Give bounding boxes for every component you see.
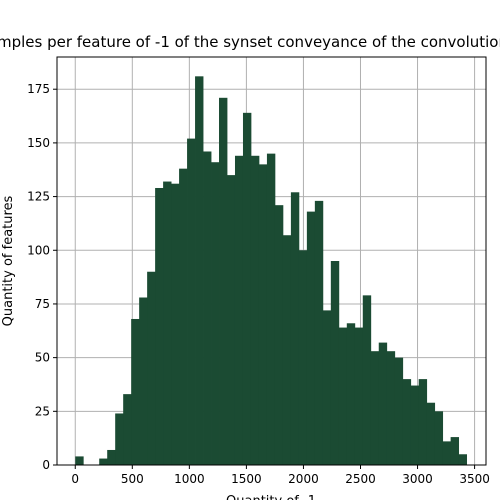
histogram-bar bbox=[163, 181, 172, 465]
histogram-bar bbox=[266, 153, 276, 465]
histogram-bar bbox=[434, 411, 444, 465]
x-tick-label: 3500 bbox=[459, 472, 490, 486]
histogram-bar bbox=[282, 235, 292, 465]
histogram-bar bbox=[234, 155, 244, 466]
histogram-bar bbox=[306, 211, 316, 465]
x-axis-label: Quantity of -1 bbox=[226, 494, 316, 500]
plot-frame bbox=[56, 56, 487, 466]
histogram-bar bbox=[195, 76, 204, 465]
histogram-bar bbox=[123, 394, 132, 465]
y-tick-label: 75 bbox=[35, 297, 50, 311]
histogram-bar bbox=[394, 357, 404, 465]
histogram-bar bbox=[322, 310, 332, 465]
y-tick-label: 50 bbox=[35, 351, 50, 365]
histogram-bar bbox=[442, 441, 452, 465]
histogram-bar bbox=[171, 183, 180, 465]
histogram-bar bbox=[99, 458, 108, 465]
histogram-bar bbox=[147, 271, 156, 465]
histogram-bar bbox=[338, 327, 348, 465]
histogram-bar bbox=[386, 351, 396, 465]
histogram-bar bbox=[250, 155, 260, 466]
histogram-bar bbox=[290, 192, 300, 465]
x-tick-label: 2500 bbox=[345, 472, 376, 486]
y-axis-ticks: 0 25 50 75 100 125 150 175 bbox=[27, 82, 57, 472]
histogram-bar bbox=[426, 402, 436, 465]
histogram-bar bbox=[115, 413, 124, 465]
histogram-bar bbox=[107, 449, 116, 465]
histogram-bar bbox=[410, 385, 420, 465]
histogram-bar bbox=[362, 295, 372, 465]
histogram-bar bbox=[211, 162, 220, 465]
y-axis-label: Quantity of features bbox=[1, 195, 16, 326]
y-tick-label: 150 bbox=[27, 136, 50, 150]
y-tick-label: 175 bbox=[27, 82, 50, 96]
histogram-bar bbox=[227, 175, 236, 465]
y-tick-label: 25 bbox=[35, 404, 50, 418]
x-tick-label: 1000 bbox=[174, 472, 205, 486]
histogram-bar bbox=[75, 456, 84, 465]
x-tick-label: 2000 bbox=[288, 472, 319, 486]
x-tick-label: 500 bbox=[121, 472, 144, 486]
y-tick-label: 0 bbox=[42, 458, 50, 472]
y-tick-label: 125 bbox=[27, 190, 50, 204]
histogram-bar bbox=[402, 379, 412, 465]
histogram-bar bbox=[378, 342, 388, 465]
histogram-bar bbox=[418, 379, 428, 465]
histogram-bar bbox=[242, 112, 252, 466]
histogram-bar bbox=[187, 138, 196, 465]
histogram-bar bbox=[274, 205, 284, 465]
histogram-bar bbox=[346, 323, 356, 465]
histogram-bar bbox=[450, 437, 460, 465]
histogram-bars bbox=[75, 76, 468, 466]
histogram-bar bbox=[139, 297, 148, 465]
histogram-bar bbox=[179, 168, 188, 466]
histogram-bar bbox=[219, 97, 228, 466]
x-axis-ticks: 0 500 1000 1500 2000 2500 3000 3500 bbox=[71, 465, 490, 486]
x-tick-label: 0 bbox=[71, 472, 79, 486]
y-tick-label: 100 bbox=[27, 243, 50, 257]
x-tick-label: 1500 bbox=[231, 472, 262, 486]
histogram-bar bbox=[298, 250, 308, 465]
histogram-bar bbox=[458, 454, 468, 465]
histogram-bar bbox=[330, 261, 340, 465]
histogram-bar bbox=[155, 187, 164, 465]
x-tick-label: 3000 bbox=[402, 472, 433, 486]
histogram-bar bbox=[203, 151, 212, 466]
histogram-bar bbox=[131, 318, 140, 465]
histogram-bar bbox=[354, 327, 364, 465]
histogram-bar bbox=[370, 351, 380, 465]
chart-title: Samples per feature of -1 of the synset … bbox=[0, 33, 500, 51]
histogram-bar bbox=[258, 164, 268, 466]
histogram-bar bbox=[314, 200, 324, 465]
